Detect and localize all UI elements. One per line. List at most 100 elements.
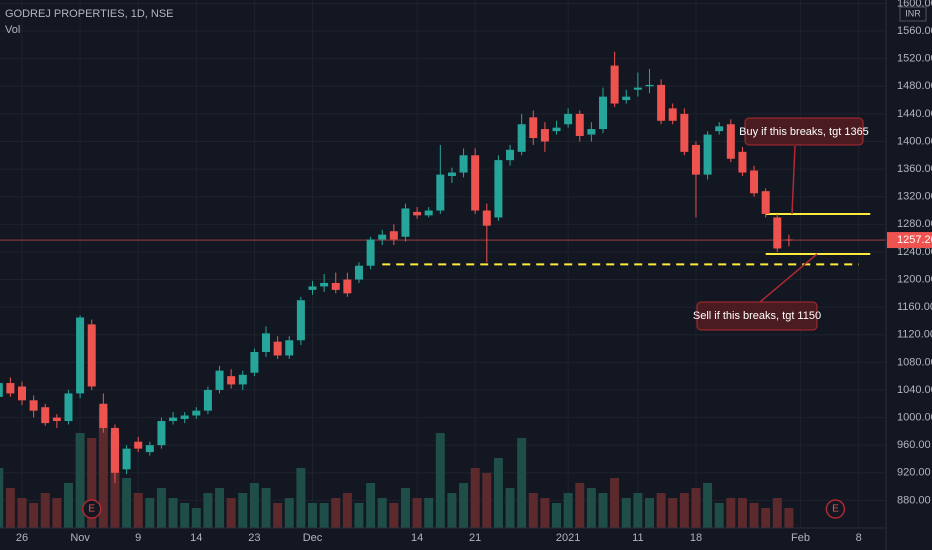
y-tick-label: 1560.00: [897, 25, 932, 37]
candle-body: [169, 417, 178, 422]
candle-body: [773, 217, 782, 249]
volume-bar: [668, 498, 678, 528]
volume-bar: [308, 503, 317, 528]
candle-body: [784, 239, 793, 241]
candle-body: [564, 113, 573, 125]
volume-bar: [261, 488, 271, 528]
x-tick-label: 14: [411, 532, 423, 544]
y-tick-label: 1520.00: [897, 53, 932, 65]
pointer: [759, 253, 818, 303]
candle-body: [378, 234, 387, 240]
callout: [744, 117, 864, 146]
candle-body: [447, 172, 456, 176]
volume-bar: [528, 493, 538, 528]
candle-body: [750, 170, 759, 194]
candle-body: [575, 113, 584, 136]
volume-bar: [87, 438, 97, 528]
volume-bar: [284, 498, 294, 528]
candle-body: [52, 417, 61, 422]
y-tick-label: 1400.00: [897, 135, 932, 147]
candle-body: [587, 129, 596, 135]
candle-body: [506, 149, 515, 161]
volume-bar: [331, 498, 341, 528]
volume-bar: [366, 483, 376, 528]
candle-body: [29, 400, 38, 411]
y-tick-label: 1080.00: [897, 356, 932, 368]
y-tick-label: 1200.00: [897, 273, 932, 285]
volume-bar: [377, 498, 387, 528]
x-tick-label: 23: [248, 532, 260, 544]
volume-bar: [505, 488, 515, 528]
candle-body: [610, 65, 619, 104]
y-tick-label: 1280.00: [897, 218, 932, 230]
volume-bar: [400, 488, 410, 528]
candle-body: [18, 386, 26, 401]
candle-body: [238, 374, 247, 385]
volume-bar: [552, 503, 562, 528]
y-tick-label: 1440.00: [897, 108, 932, 120]
x-tick-label: Dec: [303, 532, 323, 544]
volume-bar: [575, 483, 585, 528]
candle-body: [471, 155, 480, 211]
volume-bar: [470, 468, 480, 528]
volume-bar: [133, 493, 143, 528]
volume-bar: [40, 493, 50, 528]
volume-bar: [726, 498, 736, 528]
volume-bar: [0, 468, 4, 528]
candle-body: [320, 282, 329, 287]
y-tick-label: 1160.00: [897, 301, 932, 313]
volume-bar: [459, 483, 469, 528]
event-marker: [81, 499, 102, 519]
y-tick-label: 1120.00: [897, 329, 932, 341]
volume-bar: [563, 493, 573, 528]
x-tick-label: 21: [469, 532, 481, 544]
candle-body: [273, 341, 282, 356]
y-tick-label: 1000.00: [897, 411, 932, 423]
candle-body: [250, 352, 259, 373]
candle-body: [76, 317, 85, 394]
volume-title: Vol: [5, 24, 20, 36]
candle-body: [87, 324, 96, 387]
candle-body: [494, 160, 503, 218]
candle-body: [691, 144, 700, 175]
volume-bar: [656, 493, 666, 528]
volume-bar: [714, 503, 724, 528]
annotation: Sell if this breaks, tgt 1150: [693, 310, 821, 322]
volume-bar: [168, 498, 178, 528]
x-tick-label: Feb: [791, 532, 810, 544]
candle-body: [738, 151, 747, 173]
last-price-box: [887, 232, 932, 249]
candle-body: [354, 265, 363, 280]
volume-bar: [238, 493, 248, 528]
candle-body: [459, 155, 468, 173]
candle-body: [517, 124, 526, 152]
candle-body: [552, 127, 561, 132]
candle-body: [41, 407, 50, 424]
volume-bar: [180, 503, 190, 528]
volume-bar: [493, 458, 503, 528]
y-tick-label: 880.00: [897, 494, 931, 506]
candle-body: [622, 96, 631, 101]
candle-body: [203, 389, 212, 411]
candle-body: [145, 445, 154, 453]
y-tick-label: 1480.00: [897, 80, 932, 92]
currency-box: [899, 6, 927, 22]
volume-bar: [226, 498, 236, 528]
volume-bar: [784, 508, 794, 528]
candle-body: [703, 134, 712, 175]
candle-body: [308, 286, 317, 290]
volume-bar: [621, 498, 631, 528]
candle-body: [633, 87, 642, 90]
candle-body: [657, 84, 666, 121]
y-tick-label: 1320.00: [897, 191, 932, 203]
volume-bar: [5, 488, 15, 528]
volume-bar: [633, 493, 643, 528]
volume-bar: [598, 493, 608, 528]
candle-body: [540, 129, 549, 142]
candle-body: [529, 117, 538, 139]
candle-body: [343, 279, 352, 294]
y-tick-label: 1040.00: [897, 384, 932, 396]
candle-body: [122, 448, 131, 470]
